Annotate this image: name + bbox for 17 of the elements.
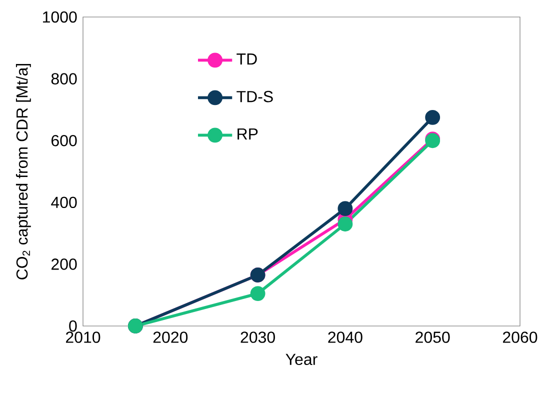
- y-tick-label: 400: [51, 196, 77, 208]
- legend-label: TD-S: [236, 90, 273, 102]
- x-axis-title: Year: [286, 354, 318, 366]
- x-tick-label: 2030: [240, 332, 275, 343]
- x-tick-label: 2060: [502, 332, 538, 343]
- x-tick-label: 2010: [66, 332, 100, 343]
- legend-label: TD: [236, 54, 257, 65]
- y-axis-title: CO$_{2}$ captured from CDR [Mt/a]: [16, 64, 31, 280]
- y-tick-label: 600: [52, 134, 77, 146]
- y-tick-label: 1000: [43, 11, 77, 23]
- x-tick-label: 2040: [328, 332, 362, 343]
- x-tick-label: 2020: [153, 332, 188, 343]
- x-tick-label: 2050: [416, 332, 450, 343]
- y-tick-label: 800: [51, 73, 77, 84]
- legend-label: RP: [238, 128, 258, 140]
- y-tick-label: 0: [69, 320, 77, 332]
- y-tick-label: 200: [52, 258, 77, 270]
